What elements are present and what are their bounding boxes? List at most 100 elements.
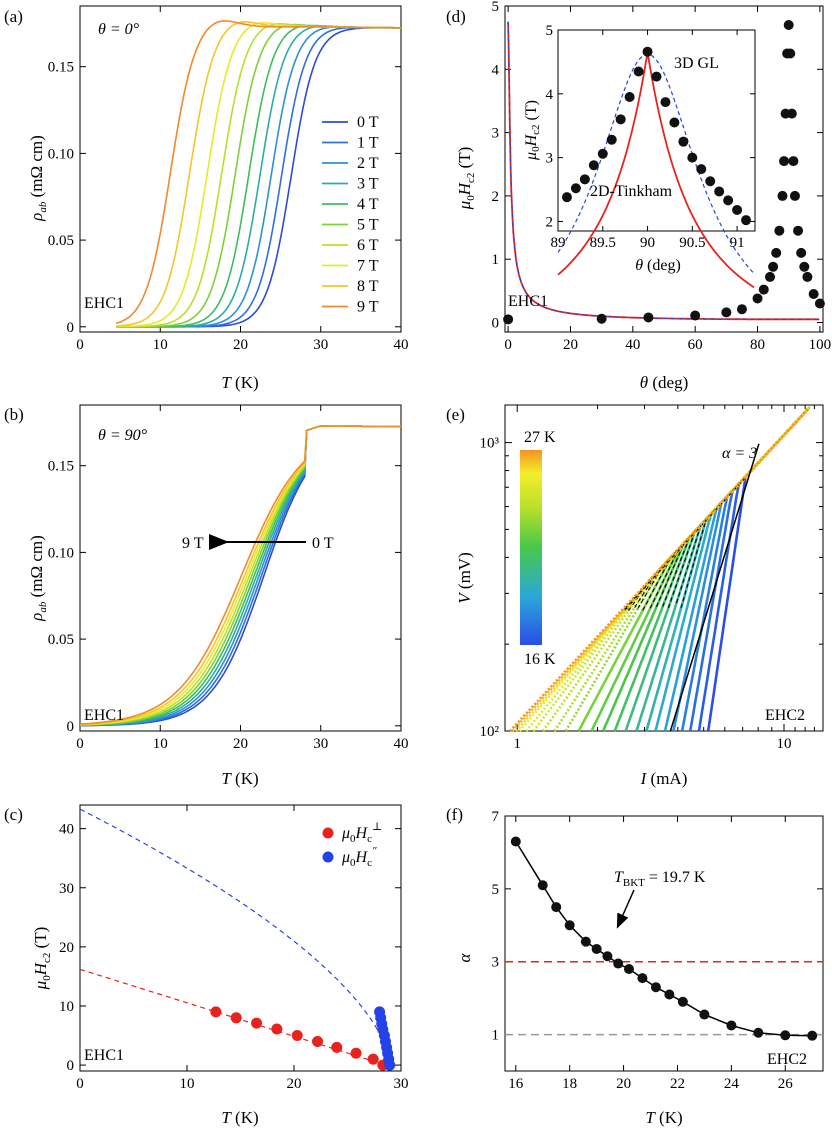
data-point-d [777, 190, 788, 201]
inset-y-tick-label-d: 4 [546, 87, 554, 103]
data-point-d [758, 284, 769, 295]
data-point-f [551, 902, 562, 913]
axes-frame-b [79, 404, 402, 732]
data-point-d [814, 298, 825, 309]
data-point-d [736, 304, 747, 315]
y-tick-label-c: 20 [59, 940, 74, 956]
data-point-c-0 [271, 1023, 283, 1035]
y-tick-label-d: 0 [492, 316, 500, 332]
inset-data-point-d [669, 117, 680, 128]
series-line-b-2 [80, 425, 401, 727]
data-point-d [793, 225, 804, 236]
legend-marker-c-perp [322, 827, 334, 839]
x-tick-label-d: 40 [625, 337, 640, 353]
axes-frame-a [79, 5, 402, 333]
axis-label-e-y: V (mV) [455, 552, 474, 603]
y-tick-label-a: 0 [67, 320, 75, 336]
legend-c-perp: μ0Hc⊥ [341, 821, 382, 845]
legend-label-a-8: 8 T [357, 278, 379, 295]
data-point-d [779, 156, 790, 167]
x-tick-label-b: 40 [394, 736, 409, 752]
y-tick-label-f: 5 [492, 882, 500, 898]
iv-curve-e-21 [511, 408, 810, 732]
axis-label-b-x: T (K) [221, 769, 258, 788]
data-point-f [510, 836, 521, 847]
annotation-f-tbkt: TBKT = 19.7 K [614, 869, 706, 889]
y-tick-label-d: 2 [492, 189, 500, 205]
inset-data-point-d [615, 114, 626, 125]
axes-frame-c [79, 804, 402, 1072]
data-point-c-0 [350, 1047, 362, 1059]
data-point-f [650, 982, 661, 993]
alpha3-line-e [669, 443, 760, 732]
data-point-d [721, 307, 732, 318]
x-tick-label-c: 10 [180, 1076, 195, 1092]
series-line-a-9 [115, 20, 401, 325]
sample-label-c: EHC1 [84, 1047, 124, 1064]
inset-data-point-d [714, 186, 725, 197]
data-point-d [503, 314, 514, 325]
sample-label-f: EHC2 [767, 1051, 807, 1068]
data-point-c-0 [367, 1053, 379, 1065]
legend-label-a-9: 9 T [357, 299, 379, 316]
inset-data-point-d [633, 66, 644, 77]
y-tick-label-f: 1 [492, 1028, 500, 1044]
y-tick-label-d: 1 [492, 252, 500, 268]
data-point-d [796, 247, 807, 258]
x-tick-label-a: 0 [76, 337, 84, 353]
data-point-f [726, 1020, 737, 1031]
y-tick-label-b: 0.10 [48, 545, 74, 561]
axis-label-a-y: ρab (mΩ cm) [27, 135, 49, 222]
inset-x-tick-label-d: 90.5 [679, 235, 705, 251]
data-point-f [591, 943, 602, 954]
iv-curve-e-13 [577, 407, 810, 732]
fit-line-c-par [79, 808, 391, 1066]
data-point-f [677, 996, 688, 1007]
inset-data-point-d [696, 164, 707, 175]
x-tick-label-b: 10 [153, 736, 168, 752]
inset-x-tick-label-d: 89 [551, 235, 566, 251]
series-line-b-5 [80, 425, 401, 726]
x-tick-label-f: 18 [562, 1076, 577, 1092]
data-point-c-0 [210, 1006, 222, 1018]
arrow-b-label-right: 0 T [312, 535, 334, 552]
data-point-f [807, 1030, 818, 1041]
inset-data-point-d [723, 195, 734, 206]
iv-curve-e-17 [532, 407, 810, 732]
data-point-f [613, 958, 624, 969]
legend-c-par: μ0Hc″ [341, 845, 377, 869]
inset-data-point-d [606, 134, 617, 145]
legend-label-a-6: 6 T [357, 237, 379, 254]
panel-label-d: (d) [446, 7, 466, 26]
data-point-c-0 [230, 1012, 242, 1024]
x-tick-label-d: 0 [504, 337, 512, 353]
x-tick-label-b: 30 [313, 736, 328, 752]
x-tick-label-d: 100 [809, 337, 832, 353]
annotation-b-theta: θ = 90° [98, 427, 148, 444]
legend-label-a-4: 4 T [357, 196, 379, 213]
legend-label-a-0: 0 T [357, 114, 379, 131]
inset-data-point-d [732, 204, 743, 215]
data-point-d [802, 271, 813, 282]
axes-frame-d [504, 5, 824, 333]
axis-label-d-y: μ0Hc2 (T) [455, 147, 477, 211]
axis-label-d-x: θ (deg) [640, 373, 688, 392]
data-point-f [637, 973, 648, 984]
x-tick-label-a: 40 [394, 337, 409, 353]
inset-data-point-d [597, 148, 608, 159]
y-tick-label-b: 0.05 [48, 632, 74, 648]
x-tick-label-a: 10 [153, 337, 168, 353]
series-line-b-7 [79, 425, 401, 726]
inset-y-tick-label-d: 3 [546, 151, 554, 167]
data-point-c-0 [331, 1041, 343, 1053]
legend-label-a-3: 3 T [357, 176, 379, 193]
x-tick-label-c: 0 [76, 1076, 84, 1092]
y-tick-label-d: 3 [492, 126, 500, 142]
axes-frame-e [504, 404, 824, 732]
data-point-c-0 [312, 1035, 324, 1047]
y-tick-label-b: 0.15 [48, 459, 74, 475]
inset-frame-d [557, 29, 756, 232]
x-tick-label-c: 20 [287, 1076, 302, 1092]
inset-fit-d-gl [557, 53, 756, 275]
inset-y-tick-label-d: 2 [546, 214, 554, 230]
